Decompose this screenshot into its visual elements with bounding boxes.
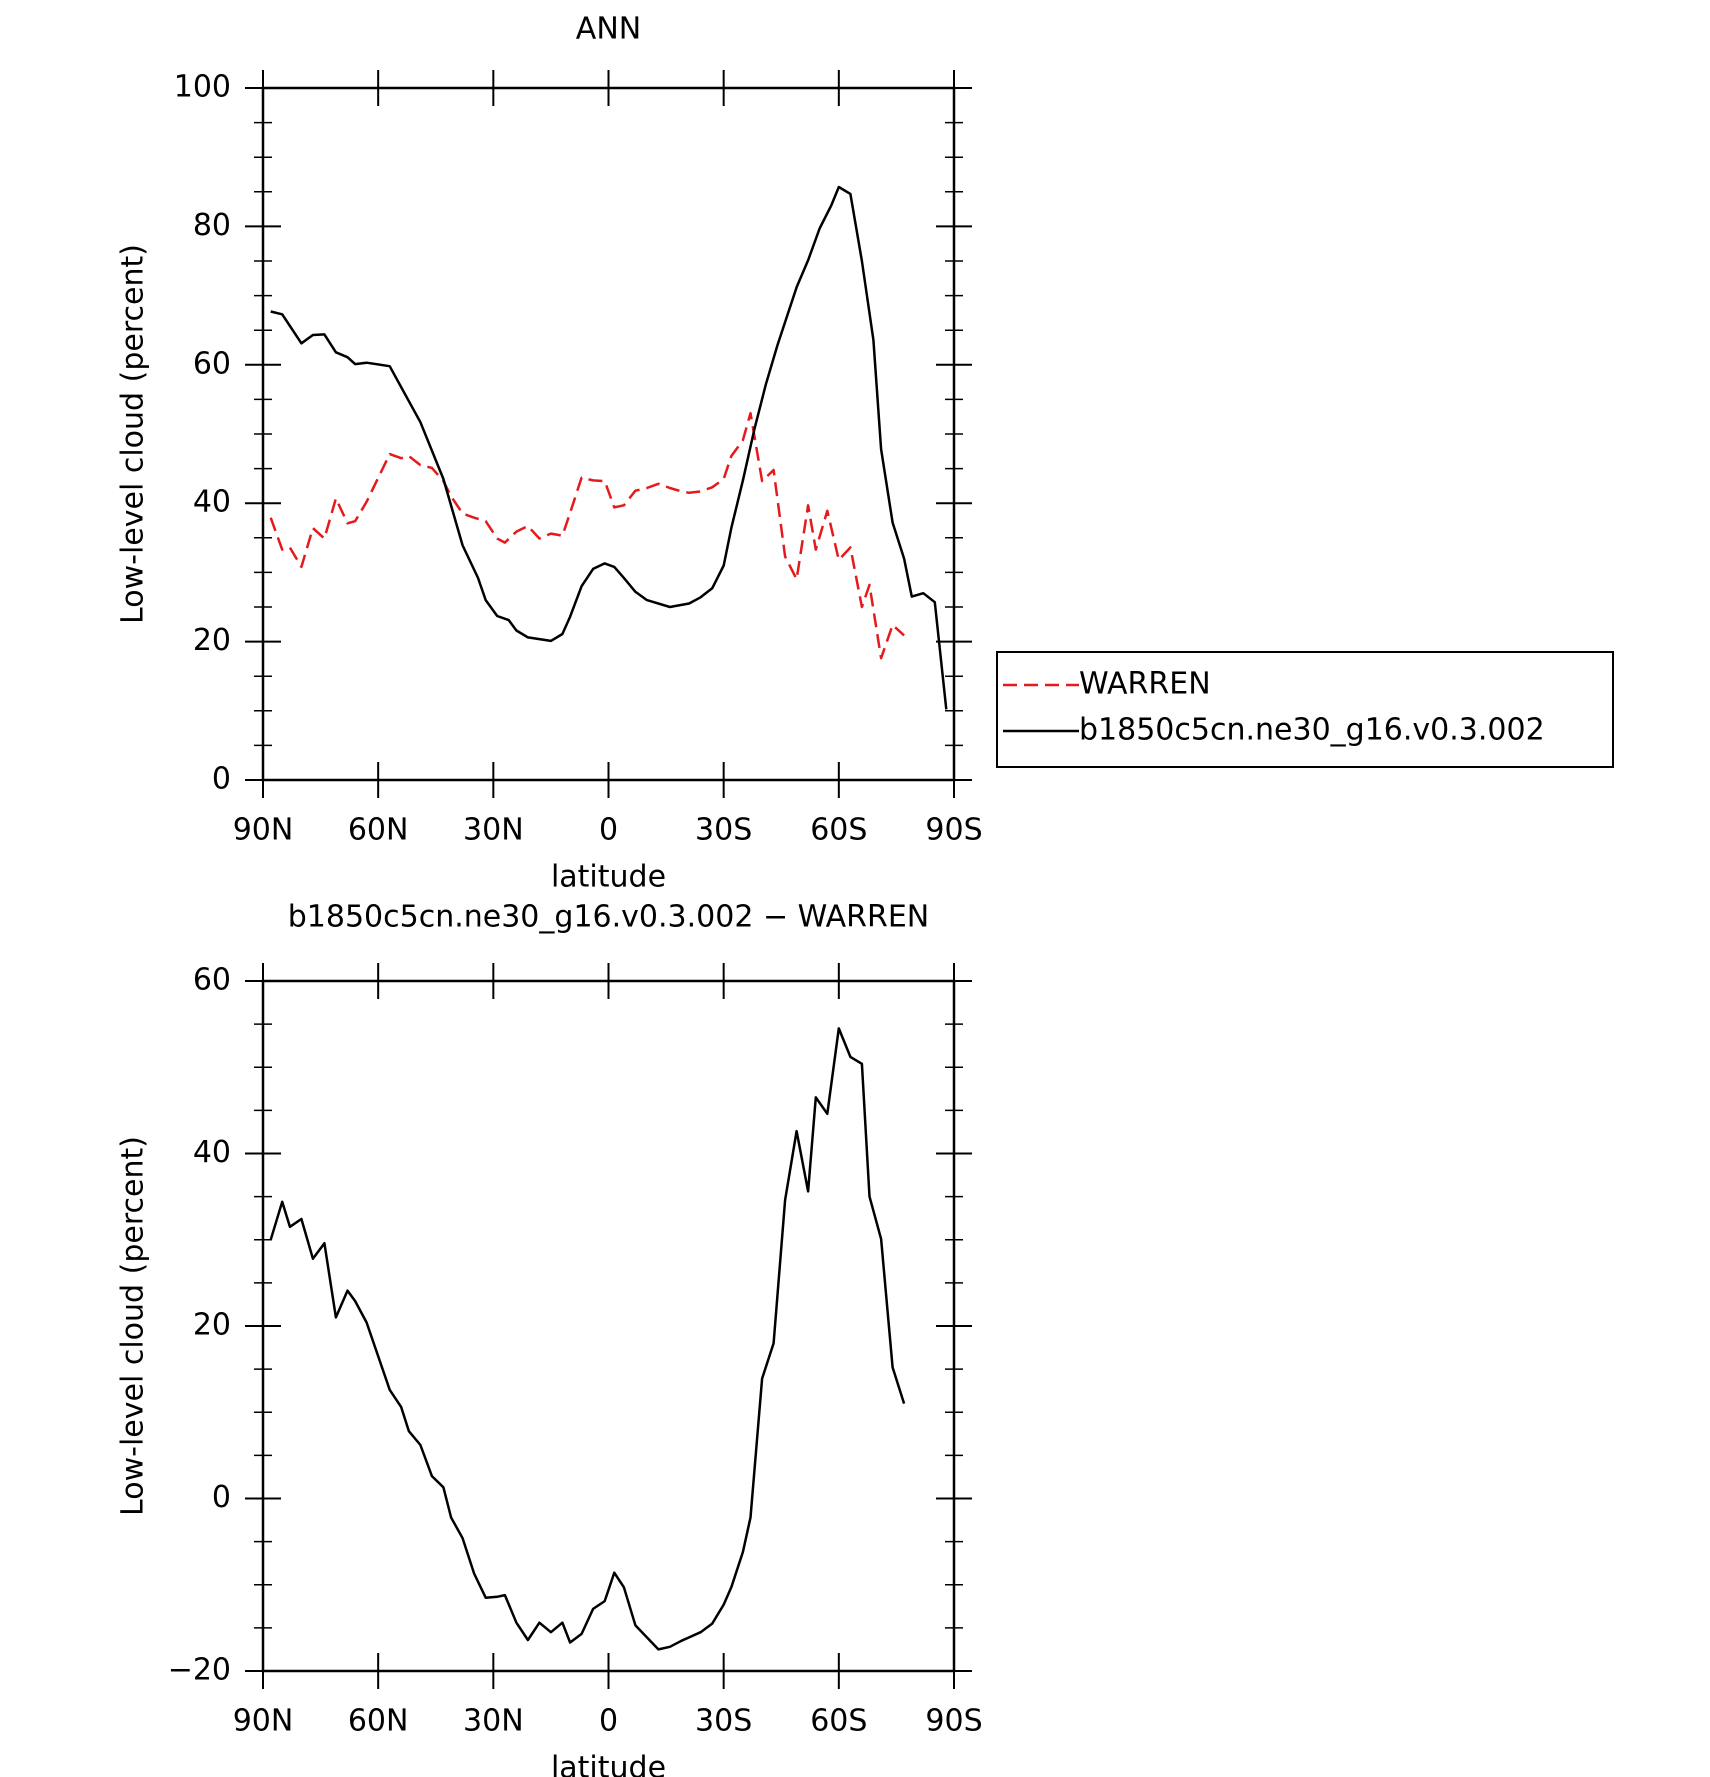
x-axis-label: latitude bbox=[551, 860, 666, 895]
data-line bbox=[269, 1027, 906, 1651]
x-tick-label: 30N bbox=[463, 813, 524, 848]
y-tick-label: 0 bbox=[212, 762, 231, 797]
x-tick-label: 60S bbox=[810, 1704, 867, 1739]
y-tick-label: 20 bbox=[193, 1308, 231, 1343]
legend-label: b1850c5cn.ne30_g16.v0.3.002 bbox=[1079, 713, 1545, 748]
y-tick-label: 80 bbox=[193, 208, 231, 243]
chart-title: ANN bbox=[576, 12, 641, 47]
x-tick-label: 60S bbox=[810, 813, 867, 848]
x-tick-label: 30S bbox=[695, 813, 752, 848]
y-axis-label: Low-level cloud (percent) bbox=[116, 1136, 151, 1516]
x-axis-label: latitude bbox=[551, 1751, 666, 1777]
y-tick-label: 60 bbox=[193, 963, 231, 998]
legend-label: WARREN bbox=[1079, 667, 1211, 702]
x-tick-label: 30S bbox=[695, 1704, 752, 1739]
y-tick-label: 0 bbox=[212, 1480, 231, 1515]
data-line bbox=[269, 411, 905, 660]
x-tick-label: 0 bbox=[599, 813, 618, 848]
x-tick-label: 90N bbox=[233, 813, 294, 848]
y-tick-label: 20 bbox=[193, 623, 231, 658]
x-tick-label: 30N bbox=[463, 1704, 524, 1739]
legend-box bbox=[996, 651, 1614, 768]
x-tick-label: 90S bbox=[925, 1704, 982, 1739]
y-tick-label: 40 bbox=[193, 485, 231, 520]
x-tick-label: 90N bbox=[233, 1704, 294, 1739]
chart-title: b1850c5cn.ne30_g16.v0.3.002 − WARREN bbox=[288, 900, 930, 935]
x-tick-label: 90S bbox=[925, 813, 982, 848]
y-tick-label: 100 bbox=[174, 70, 231, 105]
x-tick-label: 60N bbox=[348, 813, 409, 848]
y-tick-label: 60 bbox=[193, 346, 231, 381]
plot-frame bbox=[261, 86, 956, 782]
x-tick-label: 0 bbox=[599, 1704, 618, 1739]
x-tick-label: 60N bbox=[348, 1704, 409, 1739]
y-tick-label: 40 bbox=[193, 1135, 231, 1170]
y-axis-label: Low-level cloud (percent) bbox=[116, 244, 151, 624]
y-tick-label: −20 bbox=[168, 1653, 231, 1688]
data-line bbox=[270, 185, 948, 710]
